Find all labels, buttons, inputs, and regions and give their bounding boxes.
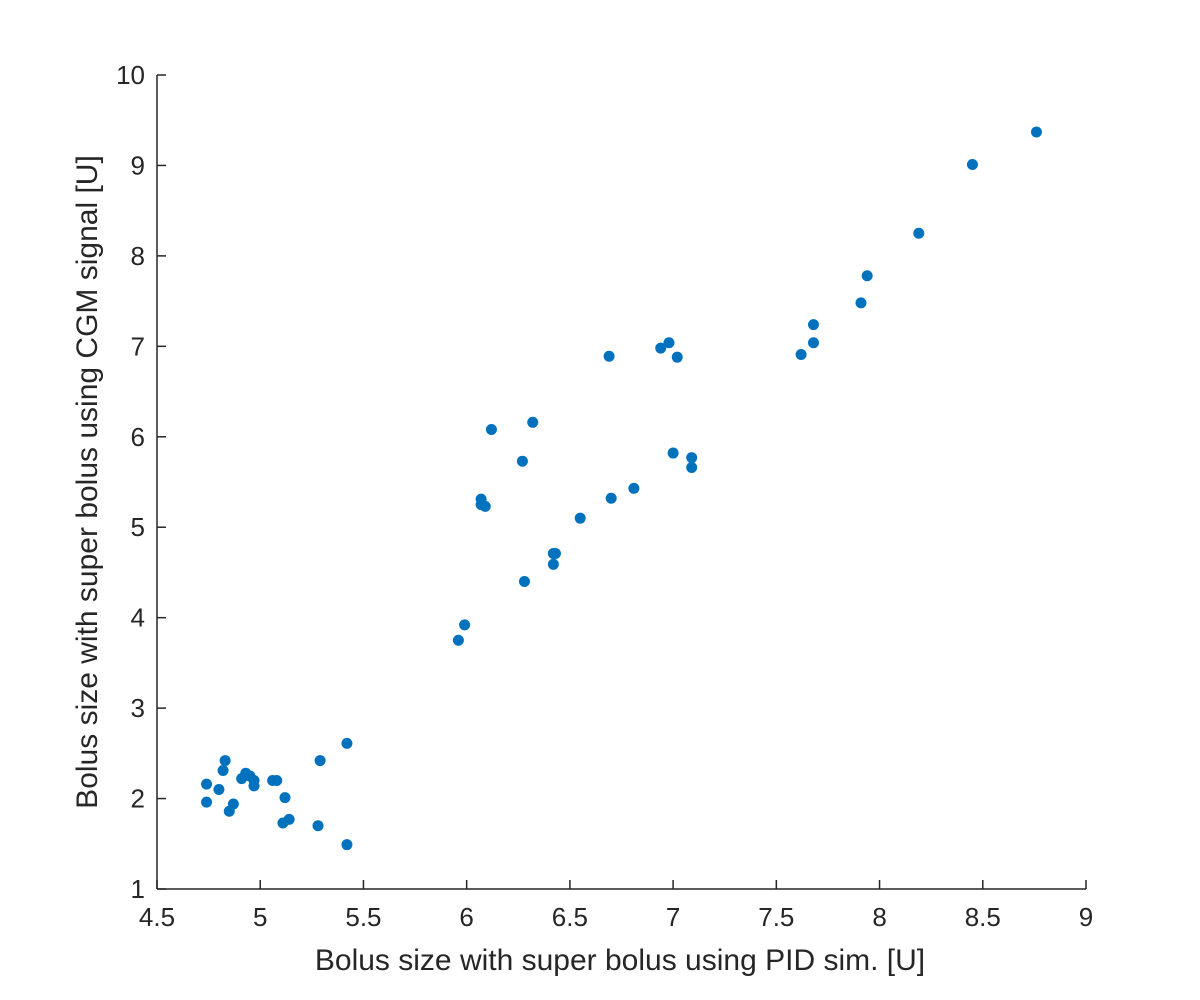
data-point (516, 455, 528, 467)
y-tick-label: 3 (131, 693, 145, 723)
data-point (547, 558, 559, 570)
y-tick-label: 4 (131, 603, 145, 633)
data-point (227, 798, 239, 810)
data-point (459, 619, 471, 631)
data-point (518, 575, 530, 587)
data-point (283, 813, 295, 825)
data-point (217, 765, 229, 777)
x-tick-label: 7 (666, 902, 680, 932)
data-point (671, 351, 683, 363)
data-point (861, 270, 873, 282)
data-point (795, 348, 807, 360)
x-tick-label: 8.5 (965, 902, 1001, 932)
data-point (485, 424, 497, 436)
data-point (686, 452, 698, 464)
y-tick-label: 9 (131, 150, 145, 180)
data-point (312, 820, 324, 832)
data-point (1030, 126, 1042, 138)
y-tick-label: 5 (131, 512, 145, 542)
data-point (549, 547, 561, 559)
data-point (574, 512, 586, 524)
data-points (201, 126, 1042, 851)
data-point (527, 416, 539, 428)
y-tick-label: 8 (131, 241, 145, 271)
data-point (807, 337, 819, 349)
data-point (655, 342, 667, 354)
data-point (279, 792, 291, 804)
data-point (452, 634, 464, 646)
x-tick-label: 7.5 (758, 902, 794, 932)
data-point (248, 780, 260, 792)
x-tick-label: 6 (459, 902, 473, 932)
data-point (686, 462, 698, 474)
data-point (628, 482, 640, 494)
data-point (314, 755, 326, 767)
data-point (219, 755, 231, 767)
data-point (341, 737, 353, 749)
data-point (213, 784, 225, 796)
data-point (966, 159, 978, 171)
data-point (807, 319, 819, 331)
x-tick-label: 8 (872, 902, 886, 932)
x-tick-label: 4.5 (139, 902, 175, 932)
data-point (341, 839, 353, 851)
data-point (913, 227, 925, 239)
y-tick-label: 1 (131, 874, 145, 904)
data-point (667, 447, 679, 459)
data-point (605, 492, 617, 504)
x-tick-label: 9 (1079, 902, 1093, 932)
data-point (201, 778, 213, 790)
x-tick-label: 5.5 (345, 902, 381, 932)
data-point (855, 297, 867, 309)
x-tick-label: 6.5 (552, 902, 588, 932)
y-tick-label: 6 (131, 422, 145, 452)
y-tick-label: 10 (116, 60, 145, 90)
data-point (271, 774, 283, 786)
y-tick-label: 2 (131, 784, 145, 814)
data-point (479, 500, 491, 512)
x-tick-label: 5 (253, 902, 267, 932)
y-axis-label: Bolus size with super bolus using CGM si… (71, 155, 104, 809)
data-point (201, 796, 213, 808)
y-tick-label: 7 (131, 331, 145, 361)
data-point (663, 337, 675, 349)
axes: 4.5 5 5.5 6 6.5 7 7.5 8 8.5 9 1 2 3 4 5 6 7 8 9 10 (116, 60, 1093, 932)
data-point (603, 350, 615, 362)
x-axis-label: Bolus size with super bolus using PID si… (315, 944, 925, 977)
